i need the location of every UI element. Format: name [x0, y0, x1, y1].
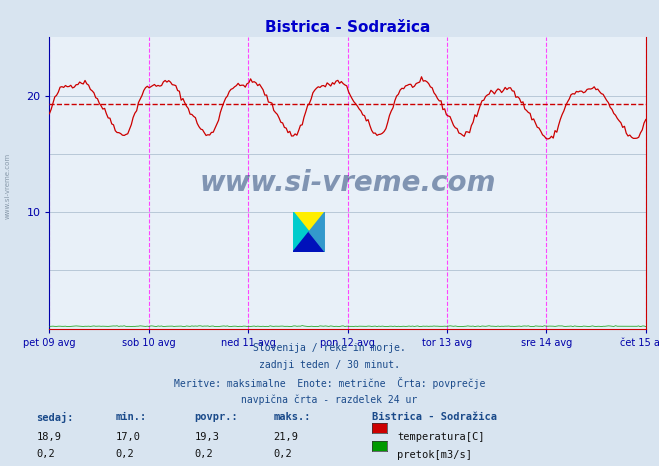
- Text: Bistrica - Sodražica: Bistrica - Sodražica: [372, 412, 498, 422]
- Text: 17,0: 17,0: [115, 432, 140, 442]
- Text: povpr.:: povpr.:: [194, 412, 238, 422]
- Text: temperatura[C]: temperatura[C]: [397, 432, 485, 442]
- Text: 19,3: 19,3: [194, 432, 219, 442]
- Text: pretok[m3/s]: pretok[m3/s]: [397, 450, 473, 459]
- Title: Bistrica - Sodražica: Bistrica - Sodražica: [265, 20, 430, 35]
- Text: 21,9: 21,9: [273, 432, 299, 442]
- Text: www.si-vreme.com: www.si-vreme.com: [5, 153, 11, 219]
- Text: 0,2: 0,2: [115, 449, 134, 459]
- Text: min.:: min.:: [115, 412, 146, 422]
- Text: navpična črta - razdelek 24 ur: navpična črta - razdelek 24 ur: [241, 394, 418, 405]
- Text: sedaj:: sedaj:: [36, 412, 74, 424]
- Polygon shape: [293, 232, 325, 252]
- Text: 0,2: 0,2: [273, 449, 292, 459]
- Text: Slovenija / reke in morje.: Slovenija / reke in morje.: [253, 343, 406, 352]
- Text: 18,9: 18,9: [36, 432, 61, 442]
- Text: zadnji teden / 30 minut.: zadnji teden / 30 minut.: [259, 360, 400, 370]
- Text: maks.:: maks.:: [273, 412, 311, 422]
- Polygon shape: [309, 212, 325, 252]
- Text: Meritve: maksimalne  Enote: metrične  Črta: povprečje: Meritve: maksimalne Enote: metrične Črta…: [174, 377, 485, 389]
- Polygon shape: [293, 212, 309, 252]
- Text: www.si-vreme.com: www.si-vreme.com: [200, 169, 496, 197]
- Text: 0,2: 0,2: [36, 449, 55, 459]
- Text: 0,2: 0,2: [194, 449, 213, 459]
- Polygon shape: [293, 212, 325, 232]
